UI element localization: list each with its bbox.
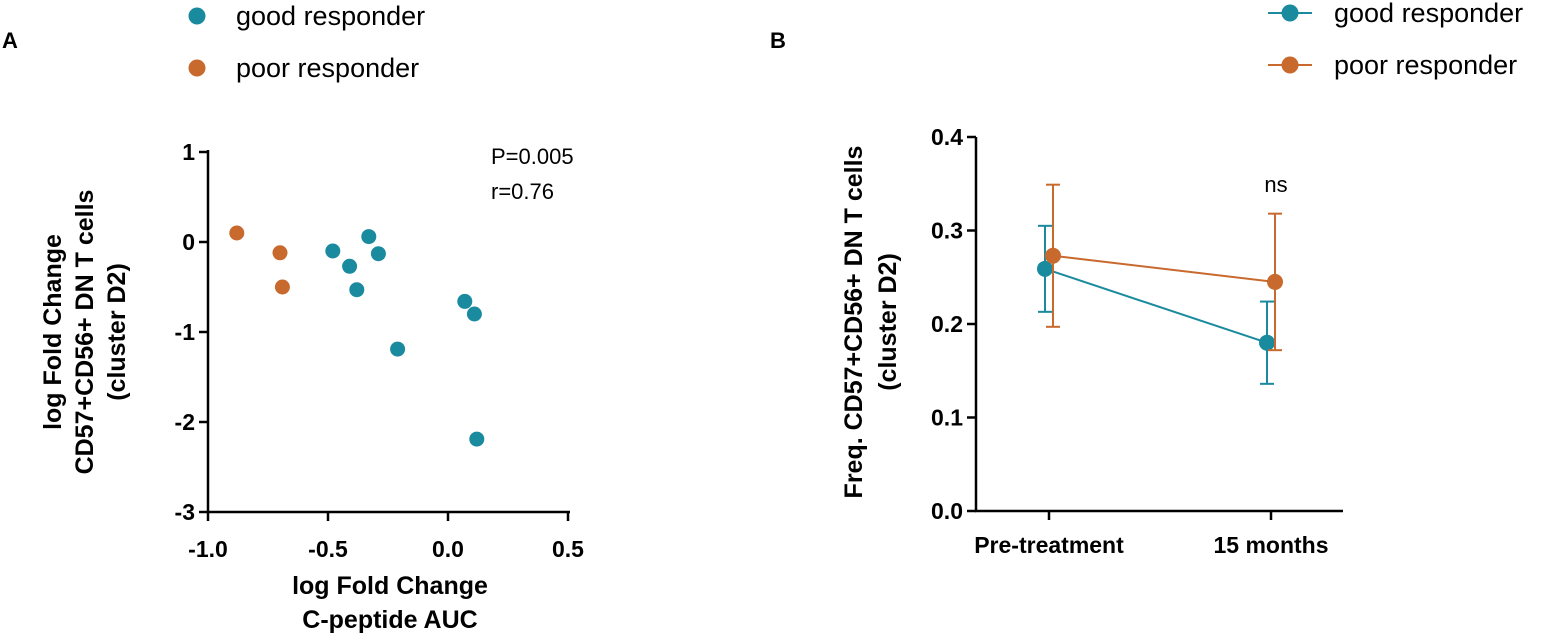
point-good-responder	[469, 431, 485, 447]
panel-a-y-title: log Fold Change CD57+CD56+ DN T cells (clu…	[39, 190, 131, 475]
panel-a-legend: good responder poor responder	[188, 1, 425, 83]
panel-b-y-title: Freq. CD57+CD56+ DN T cells (cluster D2)	[840, 146, 902, 499]
x-category-label: 15 months	[1213, 532, 1328, 558]
point-poor-responder	[229, 225, 245, 241]
y-axis-title-line: Freq. CD57+CD56+ DN T cells	[840, 146, 868, 499]
series-line-poor-responder	[1052, 254, 1276, 283]
series-line-good-responder	[1044, 267, 1268, 344]
stat-annotation: ns	[1264, 172, 1287, 197]
panel-b-annotations: ns	[1264, 172, 1287, 197]
panel-a-annotations: P=0.005 r=0.76	[491, 144, 574, 204]
y-tick-label: 0.2	[931, 311, 963, 337]
legend-label-good-responder: good responder	[1334, 0, 1523, 28]
point-poor-responder	[1267, 273, 1283, 290]
panel-a-x-ticks: -1.0 -0.5 0.0 0.5	[188, 512, 584, 562]
point-good-responder	[457, 293, 473, 309]
legend-marker-good-responder	[1281, 4, 1299, 22]
panel-b-series	[1037, 183, 1283, 385]
stat-annotation: r=0.76	[491, 179, 554, 204]
y-tick-label: -2	[175, 409, 195, 435]
legend-marker-poor-responder	[188, 59, 206, 77]
point-good-responder	[466, 306, 482, 322]
legend-marker-poor-responder	[1281, 56, 1299, 74]
point-good-responder	[325, 243, 341, 259]
y-axis-title-line: (cluster D2)	[103, 263, 131, 401]
point-good-responder	[349, 282, 365, 298]
point-good-responder	[1259, 334, 1275, 351]
y-axis-title-line: log Fold Change	[39, 234, 67, 430]
panel-b-axes	[974, 137, 1343, 513]
y-tick-label: -3	[175, 499, 195, 525]
panel-a-x-title: log Fold Change C-peptide AUC	[292, 572, 488, 634]
x-axis-title-line: C-peptide AUC	[302, 606, 477, 634]
point-poor-responder	[1045, 247, 1061, 264]
series-good-responder	[1037, 224, 1275, 385]
y-axis-title-line: (cluster D2)	[874, 253, 902, 391]
y-tick-label: 0.0	[931, 498, 963, 524]
y-axis-title-line: CD57+CD56+ DN T cells	[71, 190, 99, 475]
x-category-label: Pre-treatment	[974, 532, 1124, 558]
y-tick-label: -1	[175, 319, 196, 345]
x-tick-label: 0.0	[432, 536, 464, 562]
point-poor-responder	[274, 279, 290, 295]
point-poor-responder	[272, 245, 288, 261]
legend-marker-good-responder	[188, 7, 206, 25]
panel-a-letter: A	[2, 28, 18, 53]
series-poor-responder	[1045, 183, 1283, 352]
panel-a-axes	[206, 150, 570, 514]
x-tick-label: -0.5	[308, 536, 348, 562]
panel-b-y-ticks: 0.0 0.1 0.2 0.3 0.4	[931, 124, 976, 524]
legend-label-good-responder: good responder	[236, 1, 425, 31]
y-tick-label: 1	[182, 139, 195, 165]
x-axis-title-line: log Fold Change	[292, 572, 488, 600]
panel-a-y-ticks: 1 0 -1 -2 -3	[175, 139, 208, 525]
x-tick-label: -1.0	[188, 536, 228, 562]
stat-annotation: P=0.005	[491, 144, 574, 169]
y-tick-label: 0.1	[931, 405, 963, 431]
y-tick-label: 0.4	[931, 124, 963, 150]
point-good-responder	[370, 246, 386, 262]
point-good-responder	[390, 341, 406, 357]
panel-b-x-ticks: Pre-treatment 15 months	[974, 511, 1329, 558]
panel-b-letter: B	[770, 28, 786, 53]
panel-a-points	[229, 225, 485, 447]
panel-b-legend: good responder poor responder	[1268, 0, 1523, 80]
y-tick-label: 0.3	[931, 218, 963, 244]
point-good-responder	[361, 229, 377, 245]
x-tick-label: 0.5	[552, 536, 584, 562]
y-tick-label: 0	[182, 229, 195, 255]
legend-label-poor-responder: poor responder	[1334, 50, 1517, 80]
legend-label-poor-responder: poor responder	[236, 53, 419, 83]
panel-b: B good responder poor responder 0.0 0.1 0.2…	[770, 0, 1523, 558]
point-good-responder	[1037, 260, 1053, 277]
point-good-responder	[342, 258, 358, 274]
